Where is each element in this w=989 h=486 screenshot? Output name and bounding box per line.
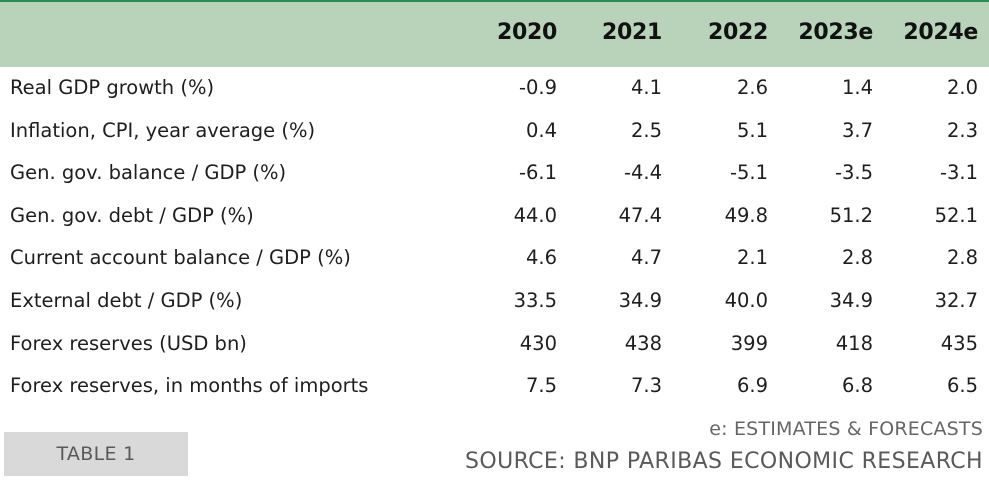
table-cell: 438 bbox=[624, 331, 662, 355]
table-cell: -3.1 bbox=[939, 161, 978, 185]
column-header-2024e: 2024e bbox=[903, 20, 978, 45]
table-cell: 6.8 bbox=[841, 374, 873, 398]
table-cell: 1.4 bbox=[841, 76, 873, 99]
table-cell: 33.5 bbox=[513, 288, 557, 312]
table-cell: 2.6 bbox=[736, 76, 768, 99]
column-header-2023e: 2023e bbox=[798, 20, 873, 45]
table-cell: 4.6 bbox=[525, 246, 557, 270]
table-cell: 40.0 bbox=[724, 288, 768, 312]
table-cell: -6.1 bbox=[518, 161, 557, 185]
table-cell: 2.0 bbox=[946, 76, 978, 99]
table-row: Gen. gov. debt / GDP (%) 44.0 47.4 49.8 … bbox=[0, 195, 989, 238]
row-label: Forex reserves (USD bn) bbox=[10, 331, 247, 355]
table-cell: -3.5 bbox=[834, 161, 873, 185]
table-cell: 2.3 bbox=[946, 118, 978, 142]
row-label: Forex reserves, in months of imports bbox=[10, 374, 369, 398]
table-cell: 34.9 bbox=[618, 288, 662, 312]
table-row: Forex reserves (USD bn) 430 438 399 418 … bbox=[0, 323, 989, 366]
table-cell: 4.1 bbox=[630, 76, 662, 99]
table-cell: 44.0 bbox=[513, 203, 557, 227]
row-label: Current account balance / GDP (%) bbox=[10, 246, 351, 270]
table-cell: 5.1 bbox=[736, 118, 768, 142]
table-cell: 34.9 bbox=[829, 288, 873, 312]
source-credit: SOURCE: BNP PARIBAS ECONOMIC RESEARCH bbox=[464, 449, 983, 474]
table-row: Current account balance / GDP (%) 4.6 4.… bbox=[0, 237, 989, 280]
table-cell: 0.4 bbox=[525, 118, 557, 142]
table-cell: -4.4 bbox=[623, 161, 662, 185]
row-label: Real GDP growth (%) bbox=[10, 76, 215, 99]
table-cell: 6.9 bbox=[736, 374, 768, 398]
table-cell: 6.5 bbox=[946, 374, 978, 398]
table-cell: 3.7 bbox=[841, 118, 873, 142]
table-cell: 52.1 bbox=[934, 203, 978, 227]
table-cell: 399 bbox=[730, 331, 768, 355]
row-label: Gen. gov. balance / GDP (%) bbox=[10, 161, 287, 185]
table-header-row: 2020 2021 2022 2023e 2024e bbox=[0, 0, 989, 67]
table-cell: 4.7 bbox=[630, 246, 662, 270]
table-cell: 32.7 bbox=[934, 288, 978, 312]
table-cell: 430 bbox=[519, 331, 557, 355]
economic-forecast-table: 2020 2021 2022 2023e 2024e Real GDP grow… bbox=[0, 0, 989, 408]
table-cell: 418 bbox=[835, 331, 873, 355]
table-cell: 47.4 bbox=[618, 203, 662, 227]
table-cell: 49.8 bbox=[724, 203, 768, 227]
table-cell: 2.8 bbox=[946, 246, 978, 270]
table-cell: 2.5 bbox=[630, 118, 662, 142]
table-row: Inflation, CPI, year average (%) 0.4 2.5… bbox=[0, 110, 989, 153]
column-header-2021: 2021 bbox=[601, 20, 662, 45]
table-number-badge: TABLE 1 bbox=[4, 432, 188, 476]
table-cell: 7.3 bbox=[630, 374, 662, 398]
table-row: Gen. gov. balance / GDP (%) -6.1 -4.4 -5… bbox=[0, 152, 989, 195]
row-label: External debt / GDP (%) bbox=[10, 288, 243, 312]
table-cell: 2.8 bbox=[841, 246, 873, 270]
column-header-2020: 2020 bbox=[496, 20, 557, 45]
table-cell: -5.1 bbox=[729, 161, 768, 185]
column-header-2022: 2022 bbox=[707, 20, 768, 45]
table-row: External debt / GDP (%) 33.5 34.9 40.0 3… bbox=[0, 280, 989, 323]
estimates-note: e: ESTIMATES & FORECASTS bbox=[709, 418, 983, 440]
row-label: Gen. gov. debt / GDP (%) bbox=[10, 203, 254, 227]
table-cell: 7.5 bbox=[525, 374, 557, 398]
table-cell: 2.1 bbox=[736, 246, 768, 270]
table-cell: -0.9 bbox=[518, 76, 557, 99]
table-cell: 51.2 bbox=[829, 203, 873, 227]
row-label: Inflation, CPI, year average (%) bbox=[10, 118, 316, 142]
table-row: Forex reserves, in months of imports 7.5… bbox=[0, 365, 989, 408]
table-cell: 435 bbox=[940, 331, 978, 355]
table-row: Real GDP growth (%) -0.9 4.1 2.6 1.4 2.0 bbox=[0, 67, 989, 110]
